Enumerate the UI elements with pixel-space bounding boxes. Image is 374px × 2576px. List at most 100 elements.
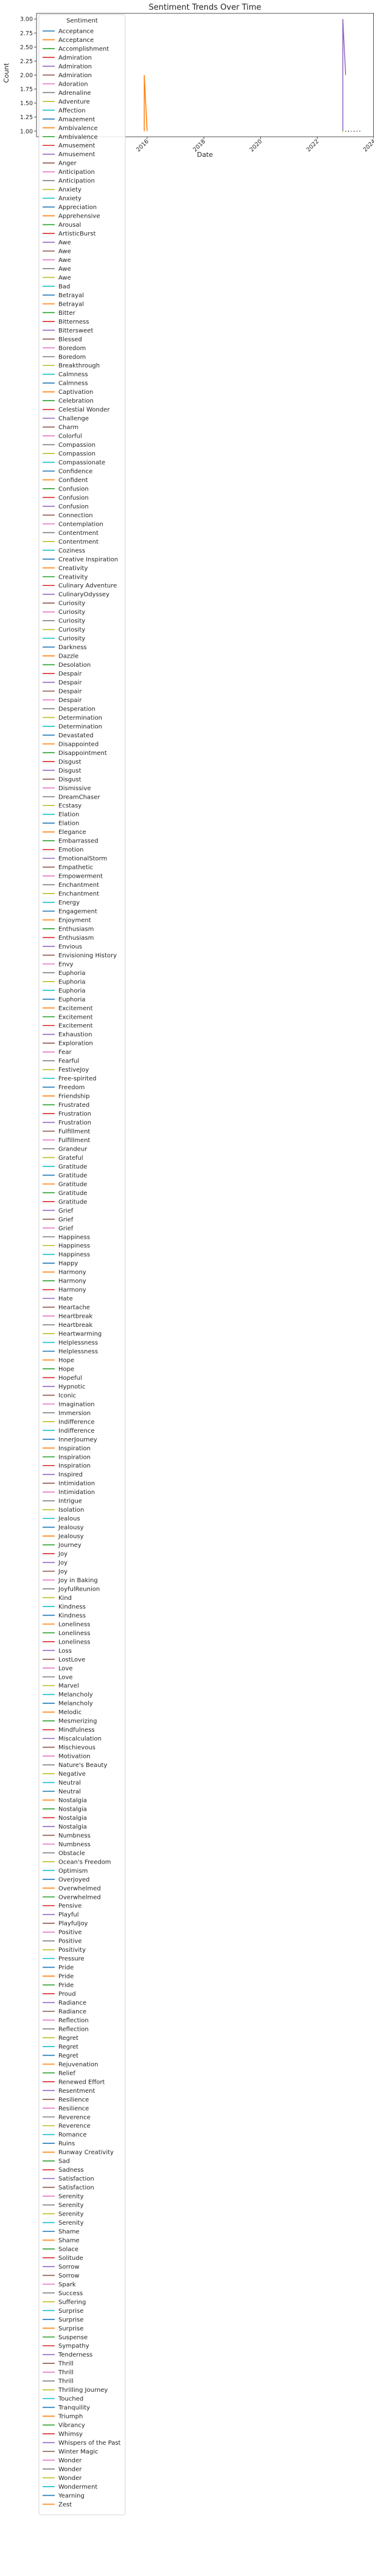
legend-entry: Disappointed [58, 741, 99, 748]
legend-entry: Helplessness [58, 1340, 98, 1346]
legend-entry: Captivation [58, 389, 93, 396]
legend-entry: Acceptance [58, 37, 94, 44]
legend-entry: Emotion [58, 847, 83, 853]
legend-entry: Elation [58, 811, 79, 818]
legend-entry: Bittersweet [58, 328, 93, 334]
legend-entry: Amusement [58, 151, 95, 158]
legend-entry: Calmness [58, 381, 88, 387]
legend-entry: Mindfulness [58, 1727, 95, 1734]
chart-title: Sentiment Trends Over Time [148, 3, 261, 12]
legend-entry: Elegance [58, 829, 86, 836]
legend-entry: Euphoria [58, 979, 85, 985]
legend-entry: Freedom [58, 1084, 85, 1091]
legend-entry: Bad [58, 283, 70, 290]
legend-entry: Bitter [58, 310, 76, 317]
legend-entry: Optimism [58, 1868, 88, 1875]
legend-entry: Love [58, 1674, 73, 1681]
legend-entry: Mischievous [58, 1744, 95, 1751]
legend-entry: Iconic [58, 1393, 76, 1399]
legend-entry: Desolation [58, 662, 91, 669]
legend-entry: Frustrated [58, 1102, 89, 1109]
legend-entry: Calmness [58, 371, 88, 378]
legend-entry: Nostalgia [58, 1806, 87, 1813]
legend-entry: Regret [58, 2053, 78, 2059]
legend-entry: Whispers of the Past [58, 2440, 121, 2447]
legend-entry: Triumph [58, 2414, 83, 2420]
legend-entry: Overwhelmed [58, 1894, 101, 1901]
legend-entry: Melancholy [58, 1692, 93, 1698]
legend-entry: Inspiration [58, 1454, 91, 1461]
legend-entry: Despair [58, 689, 82, 695]
legend-entry: Curiosity [58, 609, 85, 616]
legend-entry: Intimidation [58, 1489, 95, 1496]
legend-entry: Ambivalence [58, 134, 98, 140]
legend-entry: Admiration [58, 63, 92, 70]
legend-entry: Anxiety [58, 187, 81, 193]
y-tick-label: 1.00 [20, 128, 33, 135]
legend-entry: Thrill [58, 2369, 74, 2376]
legend-entry: Envy [58, 961, 74, 968]
legend-entry: Serenity [58, 2220, 84, 2226]
y-axis-label: Count [2, 63, 10, 83]
legend-entry: Confusion [58, 495, 89, 501]
legend-entry: Accomplishment [58, 46, 109, 52]
legend-entry: Imagination [58, 1401, 95, 1408]
legend-entry: Yearning [58, 2493, 85, 2499]
series-point [348, 130, 349, 132]
legend-entry: Nostalgia [58, 1797, 87, 1804]
legend-entry: Joy [58, 1551, 68, 1558]
legend-entry: Ambivalence [58, 125, 98, 132]
legend-entry: Motivation [58, 1754, 91, 1760]
legend-entry: Euphoria [58, 970, 85, 977]
legend-entry: Sorrow [58, 2264, 80, 2270]
legend-entry: Touched [58, 2396, 83, 2403]
legend-entry: Isolation [58, 1507, 84, 1514]
legend-entry: Embarrassed [58, 838, 99, 845]
legend-entry: Anxiety [58, 196, 81, 202]
legend-entry: Pride [58, 1965, 74, 1971]
legend-entry: Acceptance [58, 29, 94, 35]
legend-entry: Exhaustion [58, 1031, 92, 1038]
legend-entry: Serenity [58, 2194, 84, 2200]
legend-entry: Happiness [58, 1234, 90, 1241]
legend-entry: Pensive [58, 1903, 81, 1910]
legend-entry: JoyfulReunion [58, 1586, 100, 1593]
legend-entry: Hope [58, 1357, 74, 1364]
legend-entry: Hate [58, 1296, 73, 1303]
legend-entry: Wonderment [58, 2484, 97, 2490]
legend-entry: Nostalgia [58, 1824, 87, 1830]
legend-entry: Proud [58, 1991, 76, 1998]
legend-entry: Inspired [58, 1472, 83, 1478]
legend-entry: Creativity [58, 565, 88, 572]
legend-entry: Curiosity [58, 636, 85, 642]
legend-entry: Contentment [58, 530, 99, 537]
legend-entry: Ruins [58, 2141, 75, 2147]
legend-entry: Compassionate [58, 460, 105, 466]
legend-entry: Shame [58, 2229, 80, 2236]
legend-entry: Relief [58, 2070, 75, 2077]
legend-entry: Determination [58, 715, 102, 721]
legend-entry: Betrayal [58, 301, 84, 308]
y-tick-label: 1.50 [20, 100, 33, 107]
legend-entry: Serenity [58, 2211, 84, 2218]
legend-entry: Gratitude [58, 1199, 87, 1205]
legend-entry: Positive [58, 1929, 82, 1936]
legend-entry: Sympathy [58, 2343, 89, 2350]
legend-entry: Nature's Beauty [58, 1762, 107, 1769]
legend-entry: Zest [58, 2501, 72, 2508]
y-tick-label: 3.00 [20, 16, 33, 23]
legend-entry: Gratitude [58, 1181, 87, 1188]
legend-entry: Melancholy [58, 1701, 93, 1707]
legend-entry: Radiance [58, 2000, 86, 2006]
legend-entry: Obstacle [58, 1850, 85, 1857]
legend-entry: Loneliness [58, 1630, 90, 1637]
legend-entry: Journey [58, 1542, 81, 1549]
series-point [356, 130, 358, 132]
legend-entry: Serenity [58, 2202, 84, 2209]
legend-entry: Confident [58, 477, 88, 484]
legend-entry: Colorful [58, 433, 82, 440]
legend-entry: Awe [58, 266, 71, 272]
legend-entry: Wonder [58, 2475, 82, 2482]
legend-entry: Surprise [58, 2326, 83, 2332]
legend-entry: Determination [58, 723, 102, 730]
